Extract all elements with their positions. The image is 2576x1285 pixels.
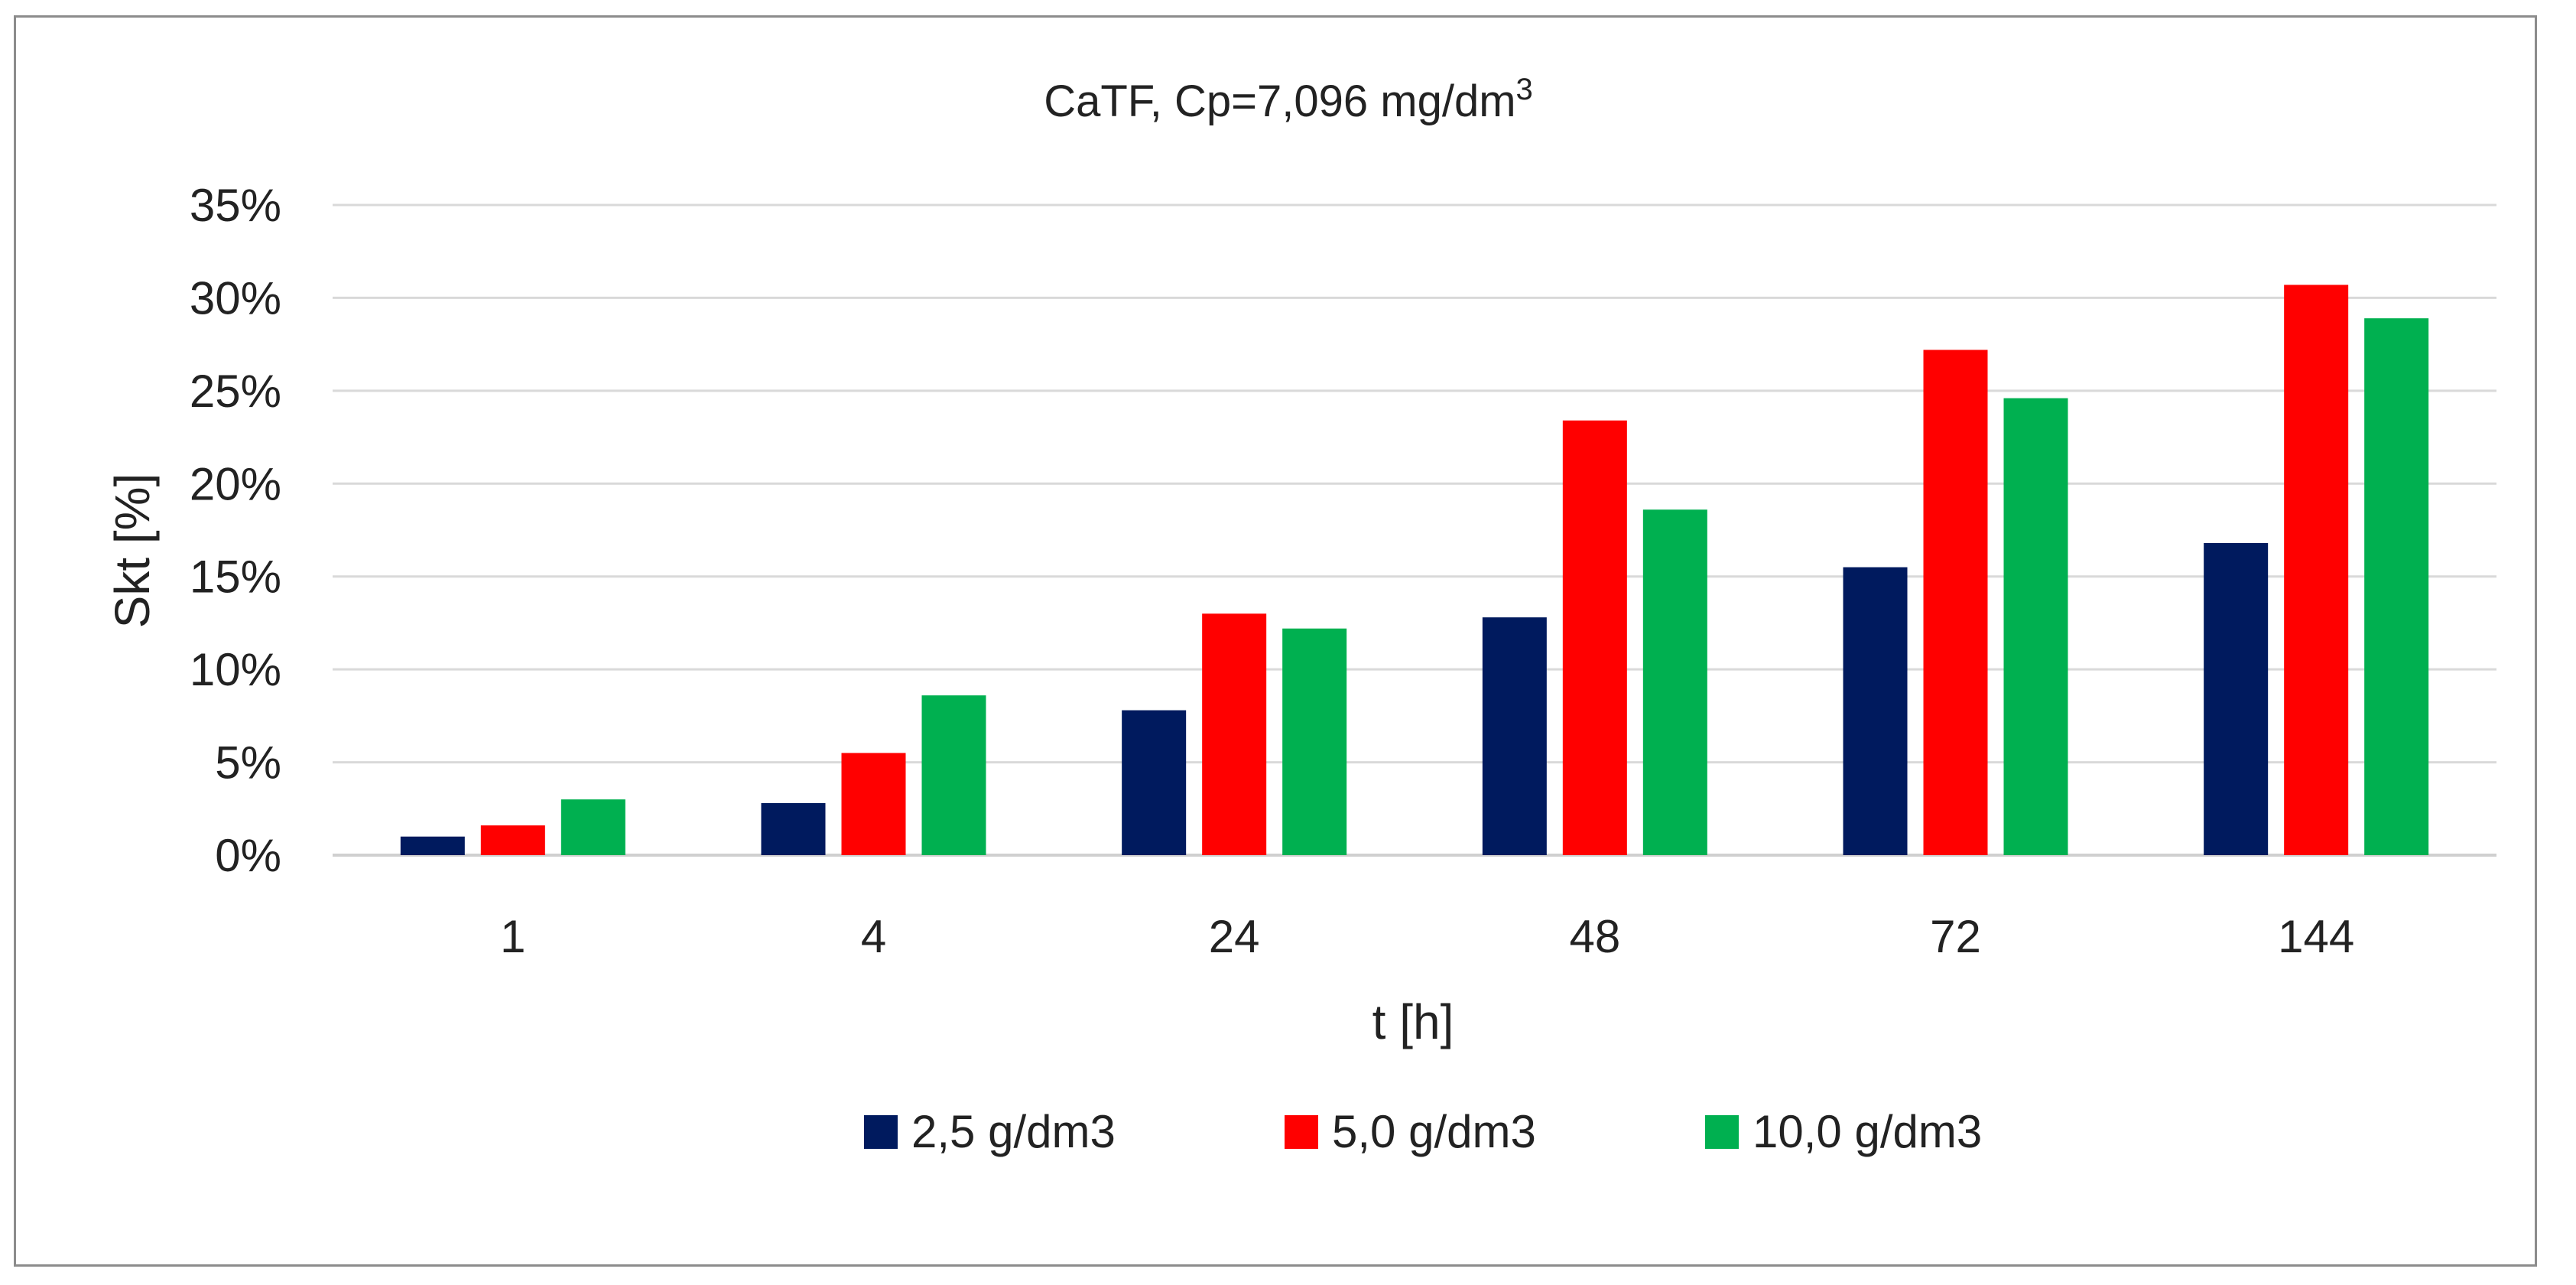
bar-2-5-g-dm3-72	[1843, 567, 1908, 855]
bar-5-0-g-dm3-1	[480, 825, 545, 855]
x-tick-label: 24	[1209, 911, 1260, 962]
bar-2-5-g-dm3-1	[400, 836, 465, 855]
bar-2-5-g-dm3-24	[1122, 710, 1187, 855]
y-tick-label: 15%	[190, 551, 281, 603]
bar-10-0-g-dm3-48	[1642, 509, 1707, 855]
legend-label: 2,5 g/dm3	[911, 1106, 1116, 1157]
y-tick-label: 5%	[215, 737, 281, 789]
y-tick-label: 10%	[190, 644, 281, 695]
y-tick-label: 25%	[190, 366, 281, 417]
bar-5-0-g-dm3-48	[1562, 420, 1627, 855]
y-tick-label: 0%	[215, 830, 281, 881]
bar-5-0-g-dm3-24	[1202, 613, 1267, 855]
bar-2-5-g-dm3-48	[1482, 617, 1547, 855]
legend-swatch	[1705, 1115, 1739, 1149]
x-tick-label: 4	[861, 911, 886, 962]
bar-10-0-g-dm3-72	[2003, 398, 2068, 855]
x-tick-label: 48	[1569, 911, 1620, 962]
bar-10-0-g-dm3-4	[921, 695, 986, 855]
legend-label: 10,0 g/dm3	[1753, 1106, 1982, 1157]
legend-label: 5,0 g/dm3	[1332, 1106, 1536, 1157]
bar-2-5-g-dm3-4	[761, 803, 826, 855]
bar-5-0-g-dm3-144	[2284, 285, 2349, 855]
bar-5-0-g-dm3-72	[1923, 350, 1988, 855]
x-tick-label: 72	[1930, 911, 1981, 962]
bar-10-0-g-dm3-1	[560, 799, 625, 855]
y-tick-label: 35%	[190, 180, 281, 231]
bar-5-0-g-dm3-4	[841, 753, 906, 855]
chart-frame	[14, 15, 2537, 1267]
legend-swatch	[1285, 1115, 1318, 1149]
y-tick-label: 20%	[190, 458, 281, 509]
x-tick-label: 1	[500, 911, 525, 962]
chart-title: CaTF, Cp=7,096 mg/dm3	[1044, 73, 1533, 126]
gridlines	[333, 203, 2496, 857]
bar-10-0-g-dm3-144	[2364, 318, 2429, 856]
bars	[400, 285, 2429, 856]
x-axis-label: t [h]	[1372, 994, 1454, 1049]
bar-2-5-g-dm3-144	[2204, 543, 2269, 855]
legend-swatch	[864, 1115, 898, 1149]
y-axis-label: Skt [%]	[105, 473, 160, 629]
y-tick-labels: 0% 5% 10% 15% 20% 25% 30% 35%	[190, 180, 281, 881]
legend: 2,5 g/dm3 5,0 g/dm3 10,0 g/dm3	[864, 1106, 1982, 1157]
y-tick-label: 30%	[190, 272, 281, 324]
bar-10-0-g-dm3-24	[1282, 628, 1347, 855]
x-tick-label: 144	[2278, 911, 2354, 962]
x-tick-labels: 1 4 24 48 72 144	[500, 911, 2354, 962]
